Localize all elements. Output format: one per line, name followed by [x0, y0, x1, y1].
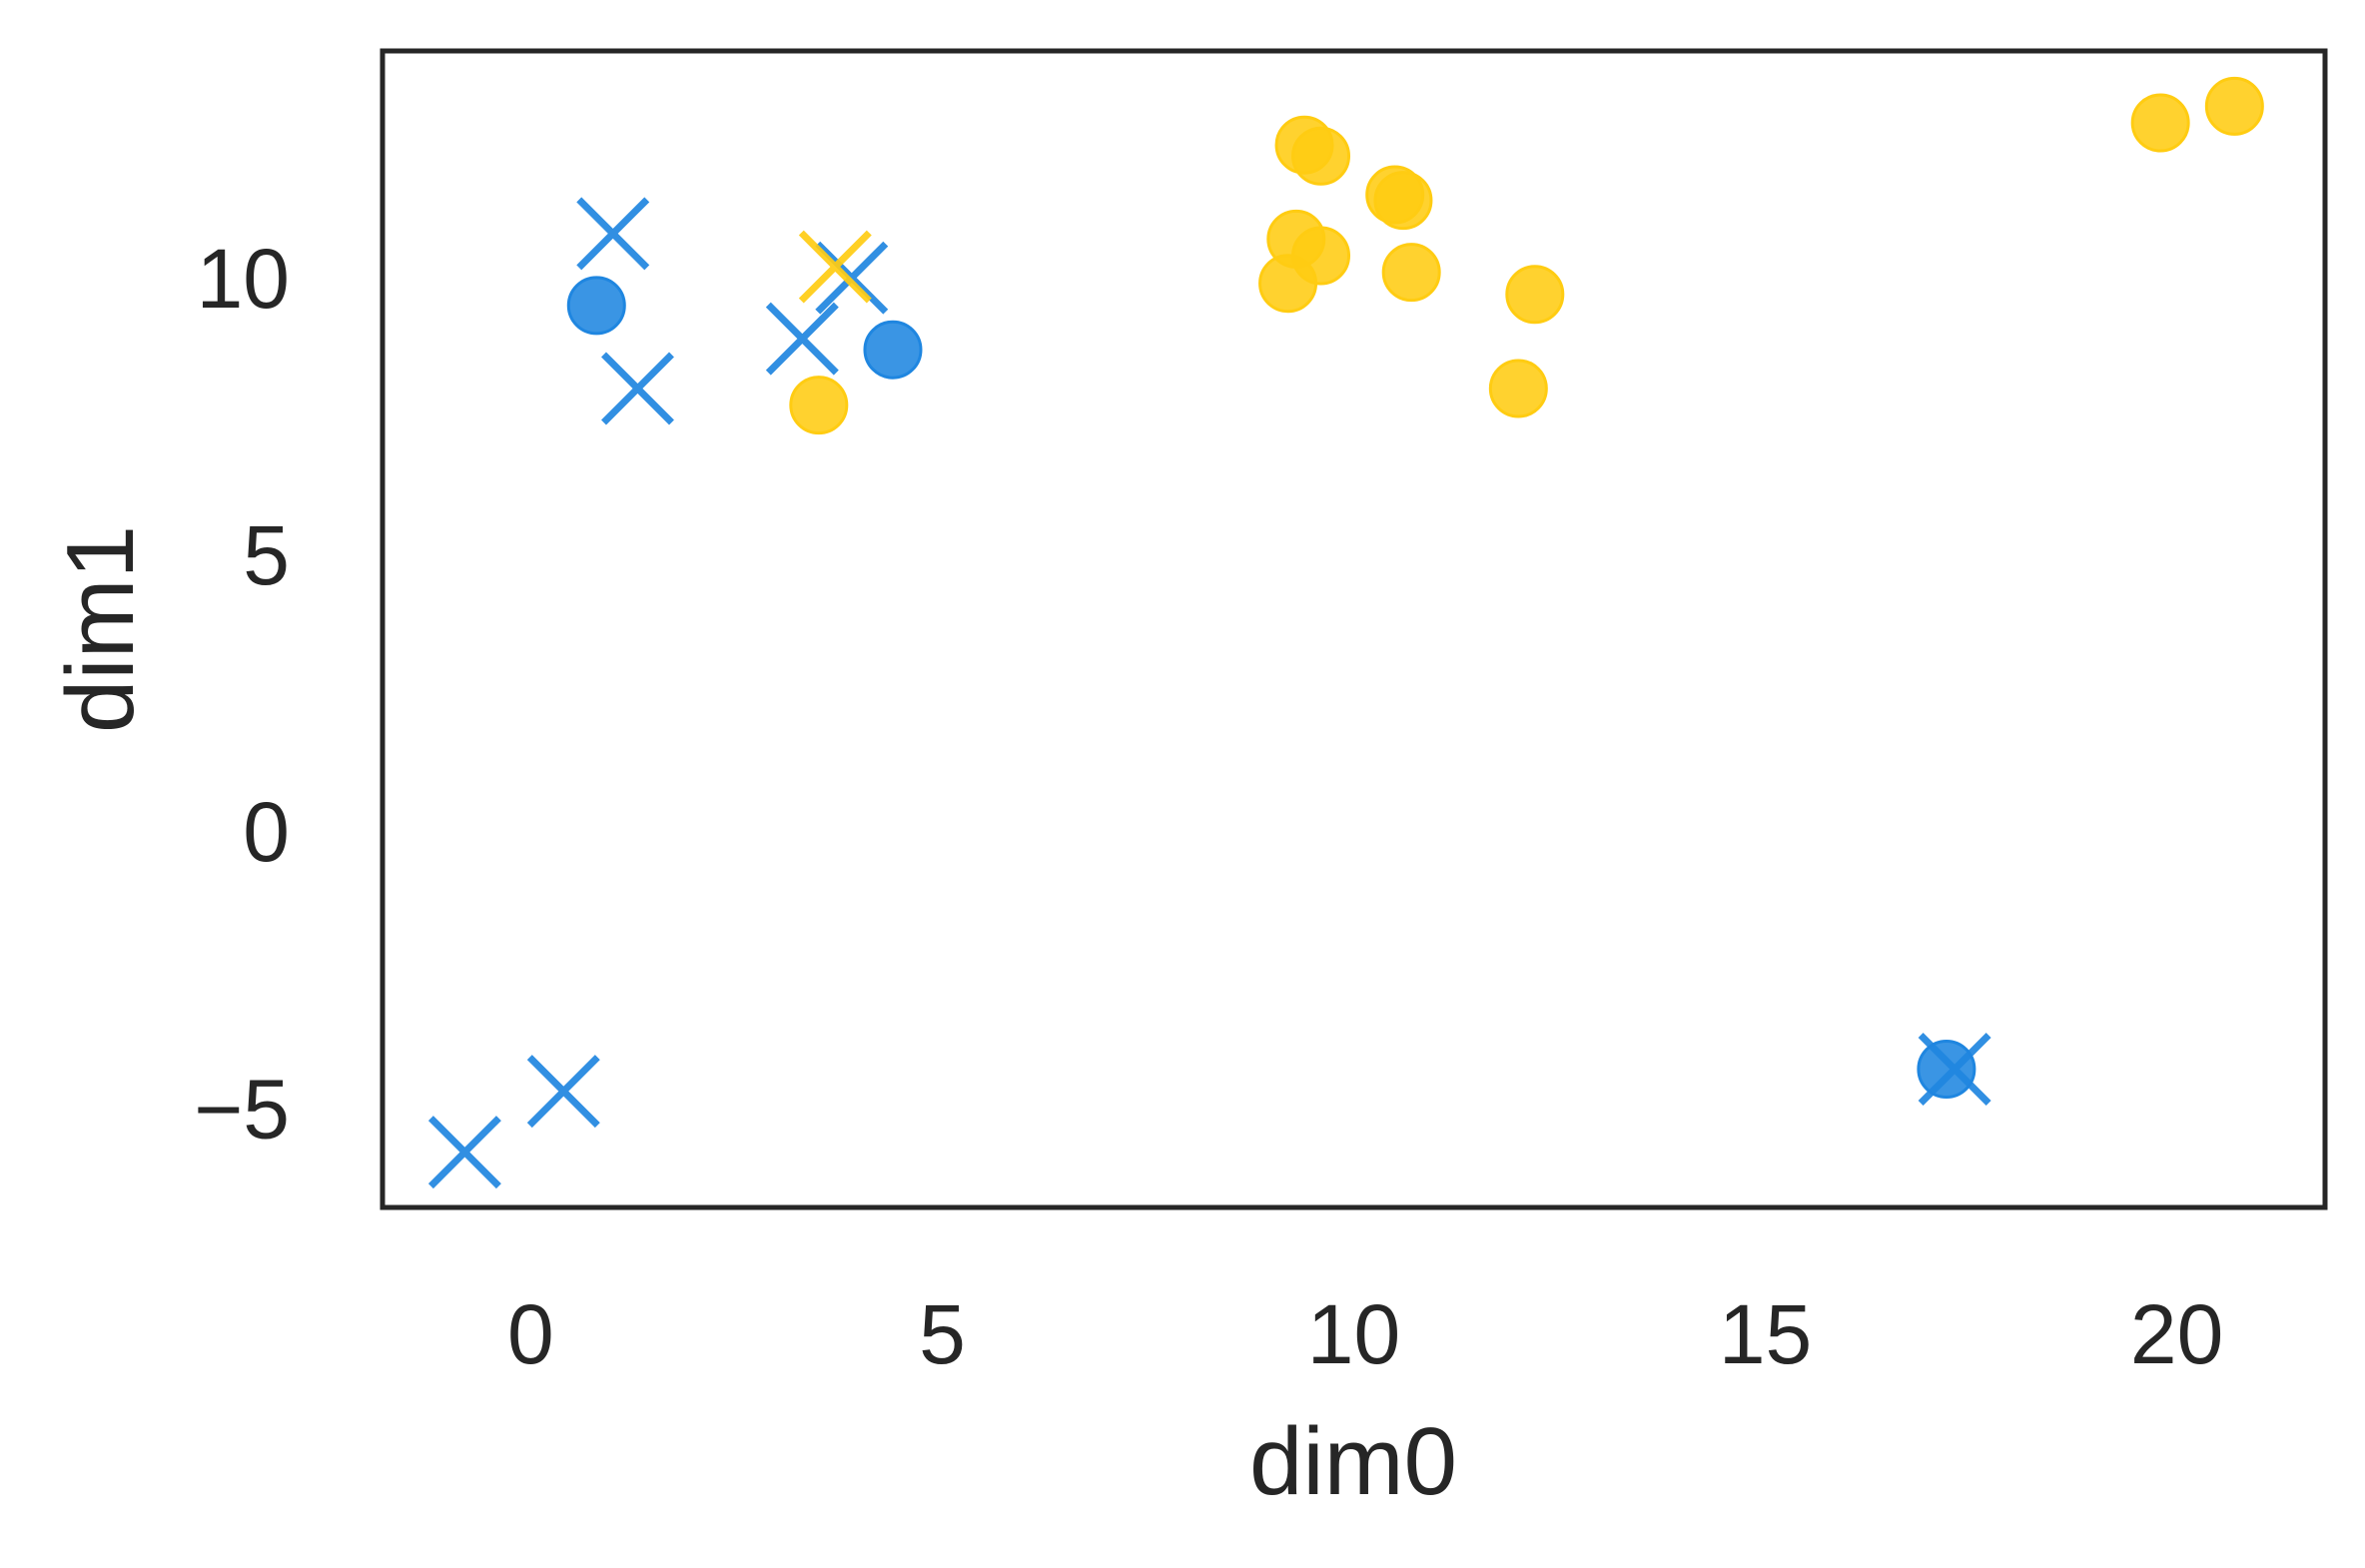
- blue-x-point: [765, 302, 839, 376]
- y-axis-ticks: −5 0 5 10: [194, 232, 290, 1156]
- yellow-circle-point: [1291, 226, 1351, 286]
- x-tick-label: 0: [507, 1287, 554, 1381]
- yellow-circle-point: [1291, 126, 1351, 186]
- yellow-circle-point: [789, 376, 849, 435]
- yellow-circle-point: [2204, 76, 2264, 136]
- yellow-circle-point: [1373, 171, 1433, 231]
- blue-x-point: [526, 1055, 600, 1129]
- y-tick-label: 10: [197, 232, 290, 326]
- data-marks: [427, 76, 2264, 1189]
- x-tick-label: 10: [1307, 1287, 1400, 1381]
- x-tick-label: 20: [2130, 1287, 2223, 1381]
- yellow-circle-point: [1505, 265, 1565, 325]
- x-axis-ticks: 0 5 10 15 20: [507, 1287, 2223, 1381]
- y-tick-label: −5: [194, 1062, 290, 1156]
- blue-circle-point: [1917, 1039, 1976, 1099]
- x-tick-label: 5: [919, 1287, 966, 1381]
- yellow-circle-point: [1381, 243, 1441, 303]
- x-axis-label: dim0: [1249, 1408, 1457, 1515]
- y-axis-label: dim1: [47, 525, 154, 733]
- x-tick-label: 15: [1719, 1287, 1812, 1381]
- blue-circle-point: [863, 320, 923, 380]
- yellow-circle-point: [2130, 93, 2190, 153]
- y-tick-label: 5: [243, 508, 290, 602]
- blue-circle-point: [566, 276, 626, 336]
- plot-frame: [380, 48, 2328, 1210]
- blue-x-point: [1918, 1033, 1991, 1106]
- yellow-x-point: [798, 230, 872, 304]
- y-tick-label: 0: [243, 785, 290, 879]
- blue-x-point: [601, 352, 674, 425]
- yellow-circle-point: [1488, 359, 1548, 418]
- blue-x-point: [576, 197, 650, 271]
- blue-x-point: [427, 1116, 501, 1189]
- blue-x-point: [815, 241, 889, 315]
